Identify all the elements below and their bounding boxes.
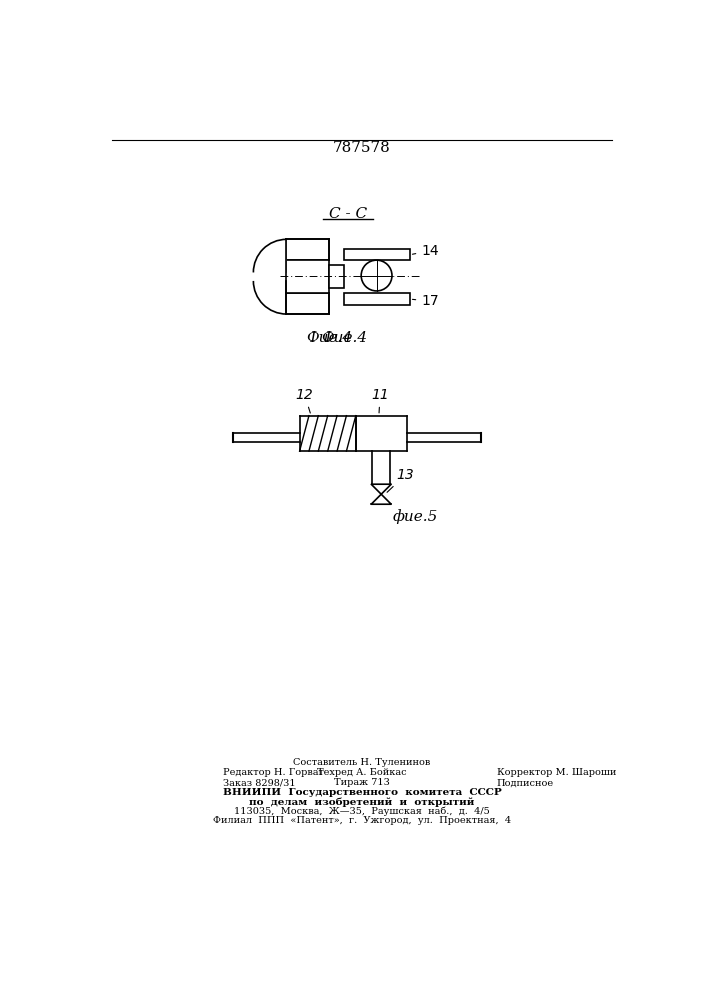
Circle shape [361, 260, 392, 291]
Text: Составитель Н. Туленинов: Составитель Н. Туленинов [293, 758, 431, 767]
Text: Подписное: Подписное [497, 778, 554, 787]
Text: 17: 17 [412, 294, 439, 308]
Polygon shape [253, 239, 286, 272]
Text: Тираж 713: Тираж 713 [334, 778, 390, 787]
Bar [286, 239, 329, 260]
Text: 113035,  Москва,  Ж—35,  Раушская  наб.,  д.  4/5: 113035, Москва, Ж—35, Раушская наб., д. … [234, 807, 490, 816]
Text: Фие.4: Фие.4 [306, 331, 352, 345]
Text: фие.5: фие.5 [393, 509, 438, 524]
Bar [286, 293, 329, 314]
Text: ВНИИПИ  Государственного  комитета  СССР: ВНИИПИ Государственного комитета СССР [223, 788, 501, 797]
Text: 13: 13 [387, 468, 414, 492]
Bar [344, 293, 409, 305]
Text: 787578: 787578 [333, 141, 391, 155]
Bar [329, 265, 344, 288]
Text: по  делам  изобретений  и  открытий: по делам изобретений и открытий [250, 797, 474, 807]
Text: Техред А. Бойкас: Техред А. Бойкас [317, 768, 407, 777]
Bar [286, 260, 329, 293]
Text: 14: 14 [412, 244, 439, 258]
Text: Филиал  ППП  «Патент»,  г.  Ужгород,  ул.  Проектная,  4: Филиал ППП «Патент», г. Ужгород, ул. Про… [213, 816, 511, 825]
Polygon shape [371, 494, 391, 504]
Bar [344, 249, 409, 260]
Bar [286, 239, 329, 260]
Text: 12: 12 [296, 388, 313, 413]
Bar [344, 249, 409, 260]
Bar [286, 293, 329, 314]
Polygon shape [371, 484, 391, 494]
Text: Редактор Н. Горват: Редактор Н. Горват [223, 768, 325, 777]
Text: Заказ 8298/31: Заказ 8298/31 [223, 778, 296, 787]
Bar [344, 293, 409, 305]
Polygon shape [253, 281, 286, 314]
Text: Корректор М. Шароши: Корректор М. Шароши [497, 768, 616, 777]
Text: 11: 11 [371, 388, 389, 413]
Text: C - C: C - C [329, 207, 367, 221]
Text: Фие.4: Фие.4 [321, 331, 368, 345]
